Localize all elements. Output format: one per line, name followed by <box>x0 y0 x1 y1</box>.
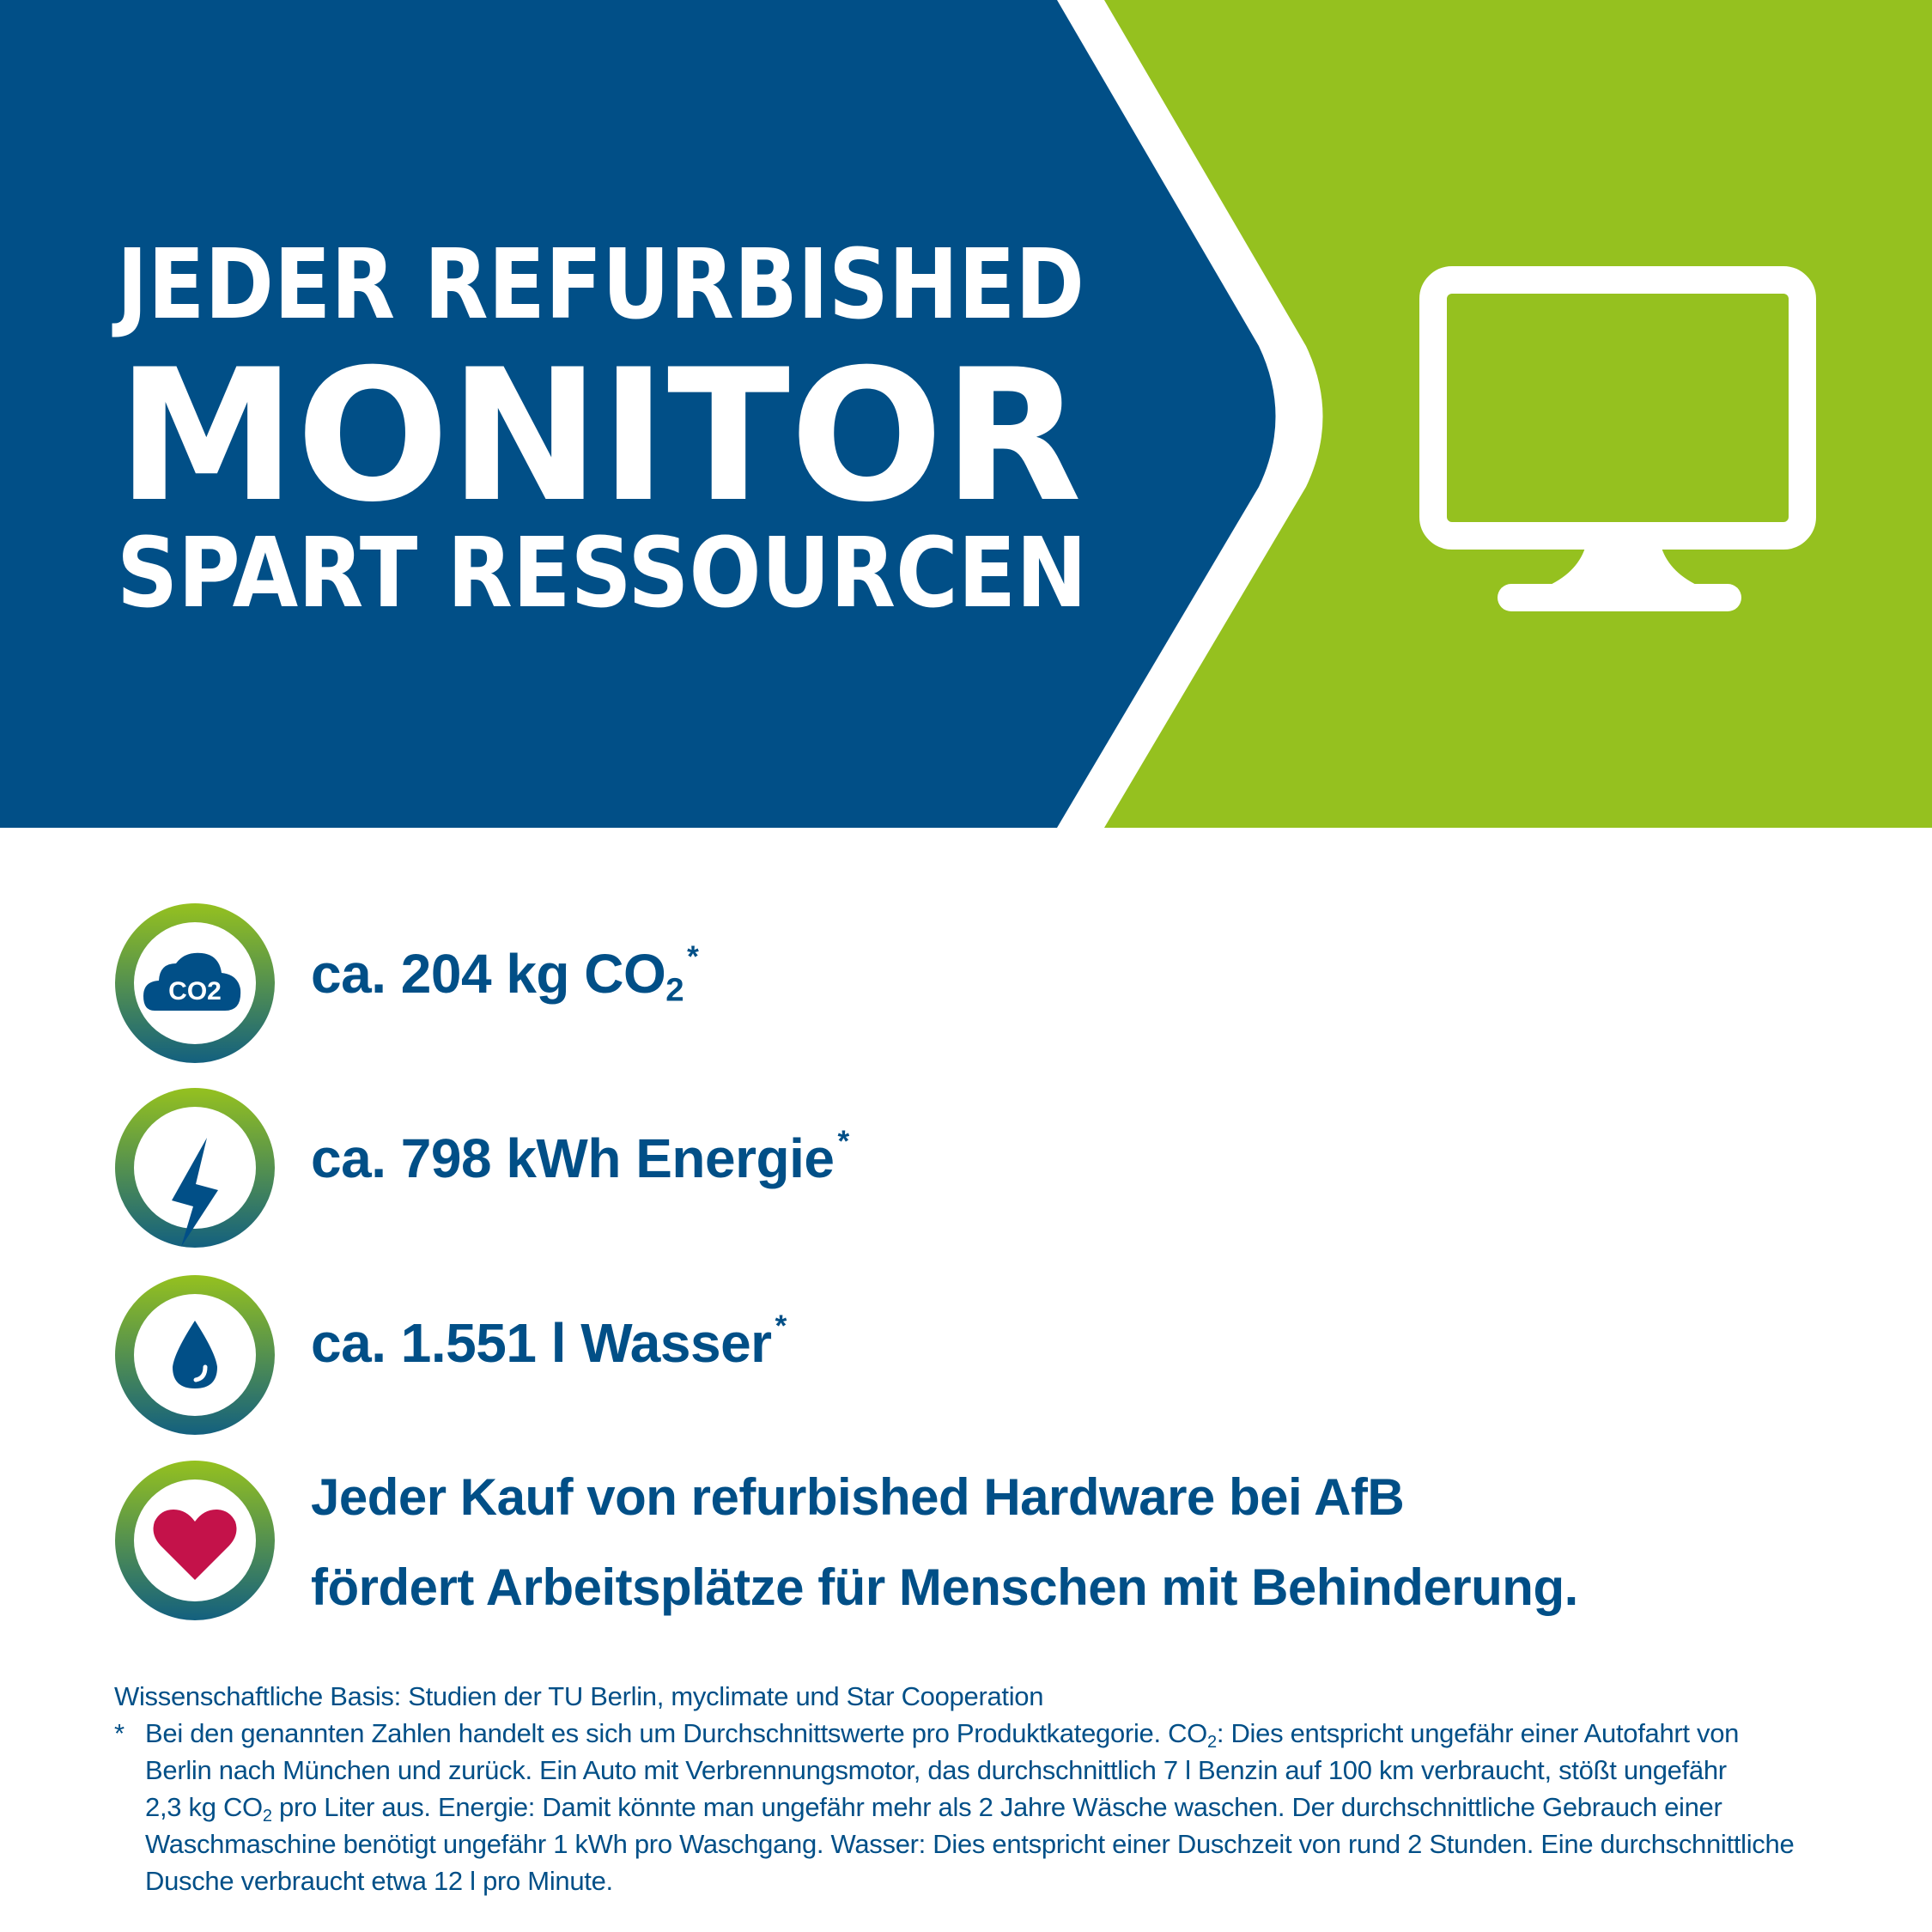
footnote-line-5: Dusche verbraucht etwa 12 l pro Minute. <box>145 1866 613 1896</box>
social-text-line-1: Jeder Kauf von refurbished Hardware bei … <box>311 1468 1405 1526</box>
co2-value: ca. 204 kg CO2* <box>311 940 699 1009</box>
co2-cloud-icon: CO2 <box>143 952 241 1011</box>
footnote-basis: Wissenschaftliche Basis: Studien der TU … <box>114 1681 1044 1711</box>
social-text-line-2: fördert Arbeitsplätze für Menschen mit B… <box>311 1558 1578 1616</box>
monitor-icon <box>1419 266 1816 611</box>
water-value: ca. 1.551 l Wasser * <box>311 1309 787 1374</box>
heart-icon <box>153 1510 237 1580</box>
green-panel <box>1104 0 1932 828</box>
water-drop-icon <box>173 1321 217 1388</box>
stat-icon-social <box>115 1461 275 1620</box>
co2-subscript: 2 <box>665 971 684 1009</box>
footnote-mark: * <box>775 1309 787 1344</box>
footnote-line-2: Berlin nach München und zurück. Ein Auto… <box>145 1755 1727 1785</box>
footnote-line-1: * Bei den genannten Zahlen handelt es sic… <box>114 1715 1917 1752</box>
headline-line-2: MONITOR <box>117 330 1082 542</box>
footnote-line-4: Waschmaschine benötigt ungefähr 1 kWh pr… <box>145 1829 1795 1859</box>
footnote-mark: * <box>687 940 699 975</box>
footnote-mark: * <box>837 1125 849 1159</box>
headline-line-1: JEDER REFURBISHED <box>112 229 1084 341</box>
lightning-bolt-icon <box>172 1138 218 1247</box>
footnote: Wissenschaftliche Basis: Studien der TU … <box>114 1678 1917 1899</box>
stat-icon-energy <box>115 1088 275 1248</box>
footnote-line-3: 2,3 kg CO2 pro Liter aus. Energie: Damit… <box>145 1792 1722 1826</box>
stat-icon-water <box>115 1275 275 1435</box>
svg-text:CO2: CO2 <box>168 977 222 1005</box>
blue-chevron-panel <box>0 0 1276 828</box>
energy-value: ca. 798 kWh Energie * <box>311 1125 849 1189</box>
stat-icon-co2: CO2 <box>115 903 275 1063</box>
footnote-asterisk: * <box>114 1718 125 1748</box>
headline-line-3: SPART RESSOURCEN <box>117 518 1087 629</box>
